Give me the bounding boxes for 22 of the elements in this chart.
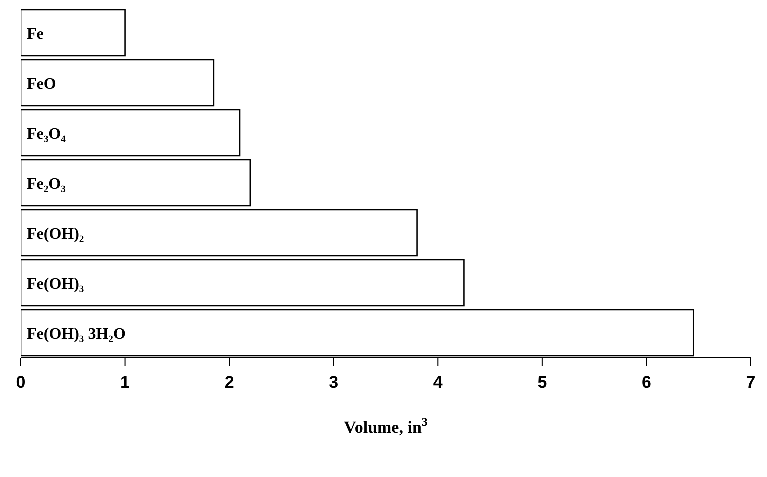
bar bbox=[21, 9, 126, 57]
bar bbox=[21, 159, 252, 207]
bar bbox=[21, 59, 215, 107]
x-tick-label: 7 bbox=[746, 373, 756, 392]
y-tick-label: Fe₃O₄ bbox=[27, 126, 66, 143]
bar bbox=[21, 209, 418, 257]
x-tick-label: 3 bbox=[329, 373, 339, 392]
y-tick-label: FeO bbox=[27, 76, 56, 93]
x-tick-label: 6 bbox=[642, 373, 652, 392]
bar bbox=[21, 259, 465, 307]
x-axis-title: Volume, in$^{3}$ bbox=[344, 415, 428, 437]
y-tick-label: Fe₂O₃ bbox=[27, 176, 66, 193]
bar bbox=[21, 109, 241, 157]
y-tick-label: Fe(OH)₃ 3H₂O bbox=[27, 326, 126, 343]
x-tick-label: 2 bbox=[224, 373, 234, 392]
x-tick-label: 1 bbox=[120, 373, 130, 392]
x-tick-label: 4 bbox=[433, 373, 444, 392]
x-tick-label: 0 bbox=[16, 373, 26, 392]
y-tick-label: Fe(OH)₂ bbox=[27, 226, 84, 243]
x-tick-label: 5 bbox=[538, 373, 548, 392]
y-tick-label: Fe(OH)₃ bbox=[27, 276, 84, 293]
y-tick-label: Fe bbox=[27, 26, 44, 43]
